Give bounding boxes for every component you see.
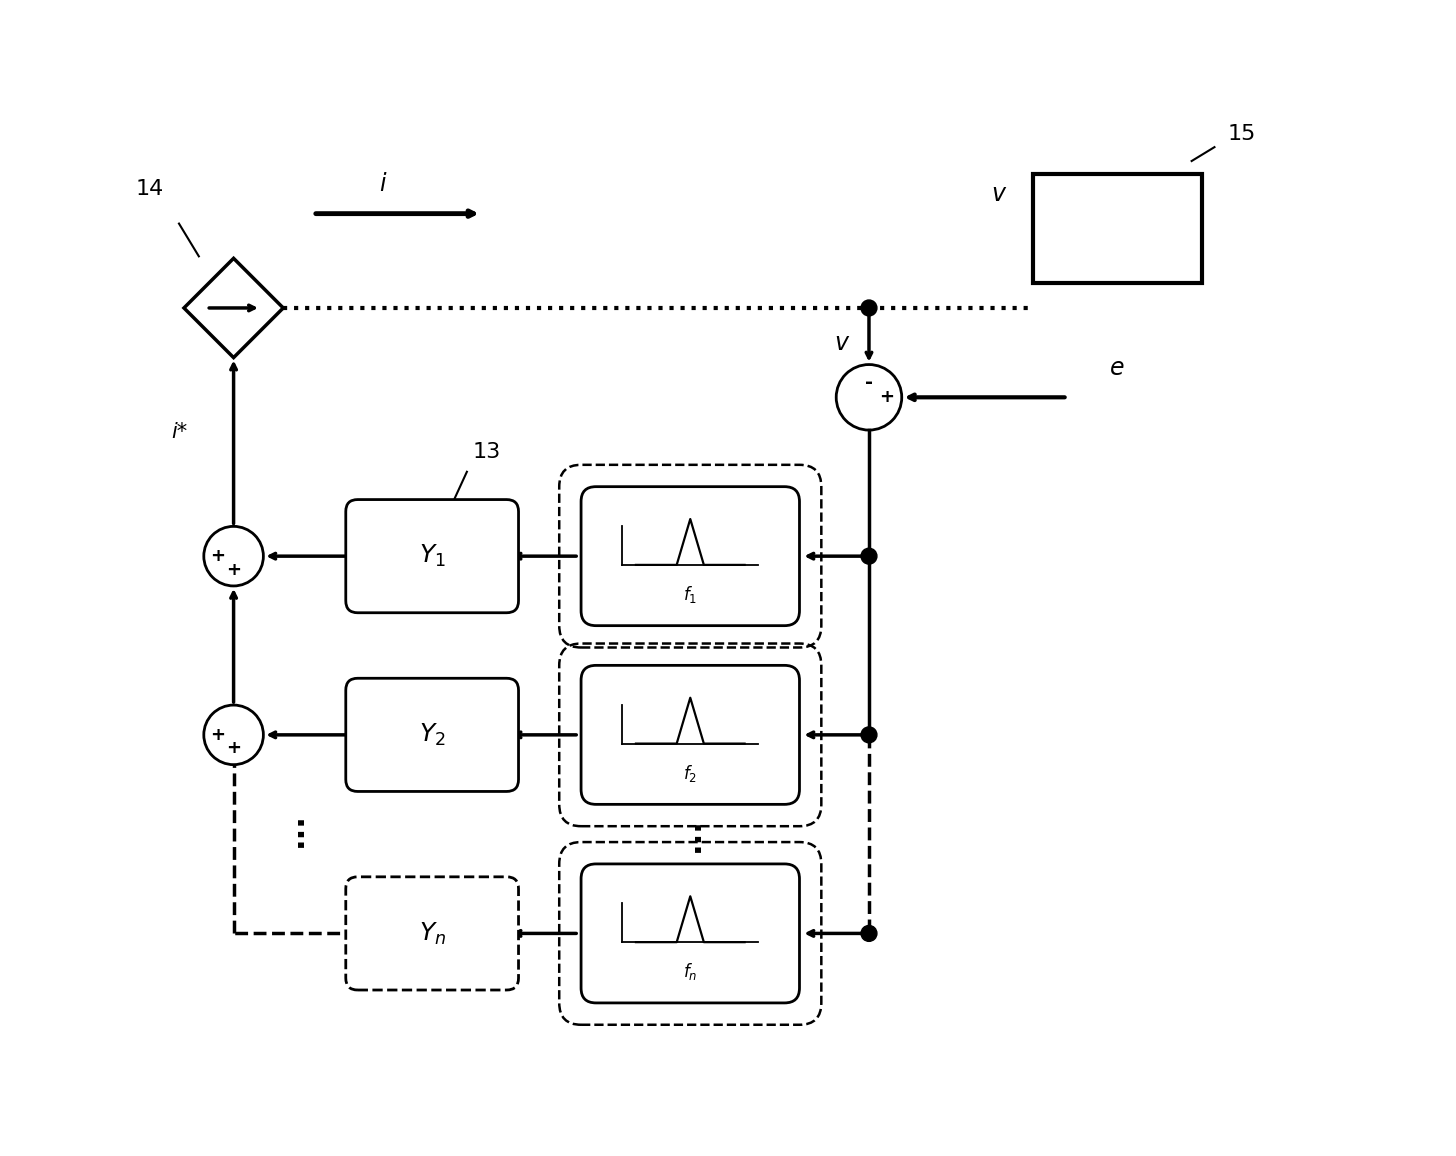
Text: +: + [226, 561, 242, 578]
Circle shape [860, 301, 877, 316]
Text: i: i [379, 172, 386, 195]
Text: +: + [879, 388, 894, 406]
Circle shape [860, 727, 877, 743]
Text: +: + [210, 726, 224, 743]
Text: $Y_2$: $Y_2$ [419, 721, 446, 748]
Text: i*: i* [170, 422, 188, 442]
Text: v: v [834, 331, 849, 355]
FancyBboxPatch shape [581, 864, 799, 1003]
Text: ...: ... [676, 816, 705, 852]
FancyBboxPatch shape [345, 877, 518, 990]
Text: $Y_n$: $Y_n$ [418, 920, 446, 947]
Text: +: + [226, 740, 242, 757]
Text: ...: ... [278, 812, 307, 846]
FancyBboxPatch shape [581, 666, 799, 805]
Text: v: v [992, 181, 1005, 206]
Text: $Y_1$: $Y_1$ [419, 543, 446, 569]
Bar [1032, 173, 1201, 283]
Text: 14: 14 [135, 179, 163, 199]
Circle shape [860, 926, 877, 941]
FancyBboxPatch shape [345, 499, 518, 613]
Text: $f_2$: $f_2$ [683, 763, 697, 784]
Text: -: - [865, 373, 874, 392]
FancyBboxPatch shape [581, 487, 799, 625]
Text: 13: 13 [473, 442, 501, 462]
Circle shape [860, 548, 877, 564]
Text: +: + [210, 547, 224, 565]
Text: e: e [1109, 356, 1124, 379]
Text: $f_n$: $f_n$ [683, 961, 697, 983]
Text: 15: 15 [1227, 124, 1255, 144]
FancyBboxPatch shape [345, 679, 518, 792]
Text: $f_1$: $f_1$ [683, 584, 697, 605]
